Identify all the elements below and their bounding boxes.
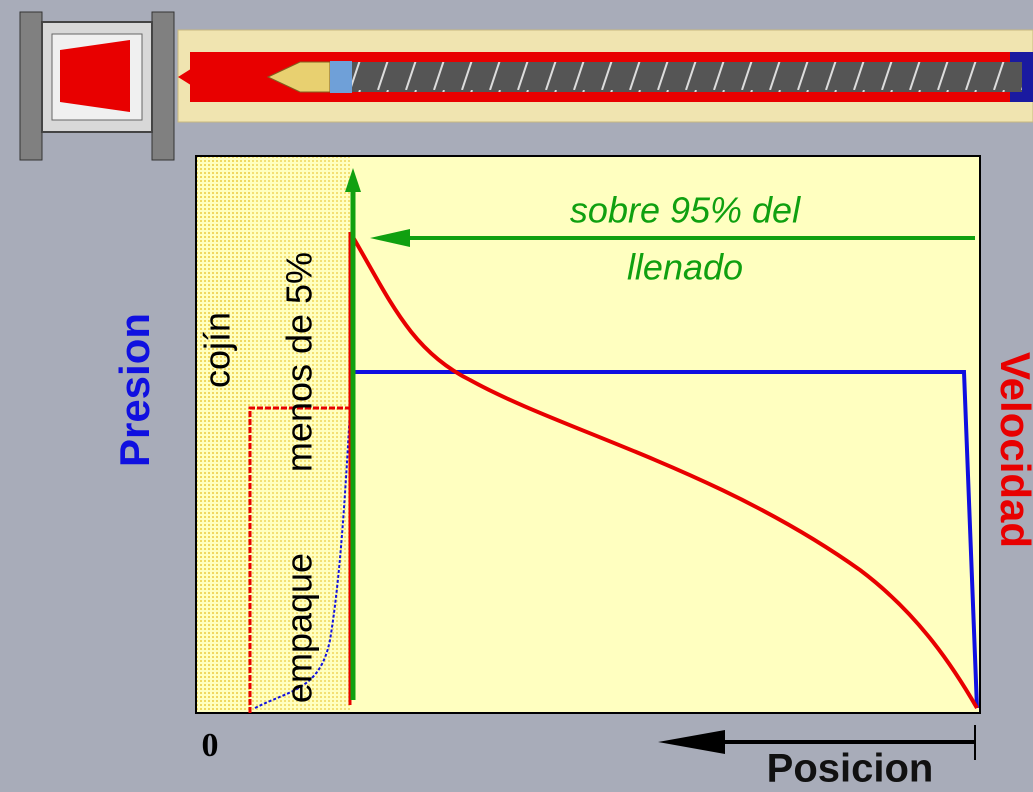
- velocity-line: [352, 370, 979, 709]
- packing-region: [250, 157, 350, 712]
- packing-velocity: [254, 409, 351, 709]
- packing-pressure: [248, 406, 350, 713]
- packing-label: empaque: [279, 553, 320, 703]
- pressure-axis-label: Presion: [111, 313, 158, 467]
- switchover-arrowhead: [345, 168, 361, 192]
- fill-note: sobre 95% del: [570, 190, 801, 231]
- cushion-label: cojín: [197, 312, 238, 388]
- pressure-curve: [348, 230, 979, 710]
- cushion-region: [197, 157, 250, 712]
- velocity-axis-label: Velocidad: [992, 352, 1033, 548]
- packing-amount-label: menos de 5%: [279, 252, 320, 472]
- origin-label: 0: [202, 727, 219, 764]
- position-axis-label: Posicion: [767, 747, 934, 791]
- fill-arrowhead: [370, 229, 410, 247]
- position-arrowhead: [658, 730, 725, 754]
- machine: [19, 11, 1033, 161]
- fill-note: llenado: [627, 247, 743, 288]
